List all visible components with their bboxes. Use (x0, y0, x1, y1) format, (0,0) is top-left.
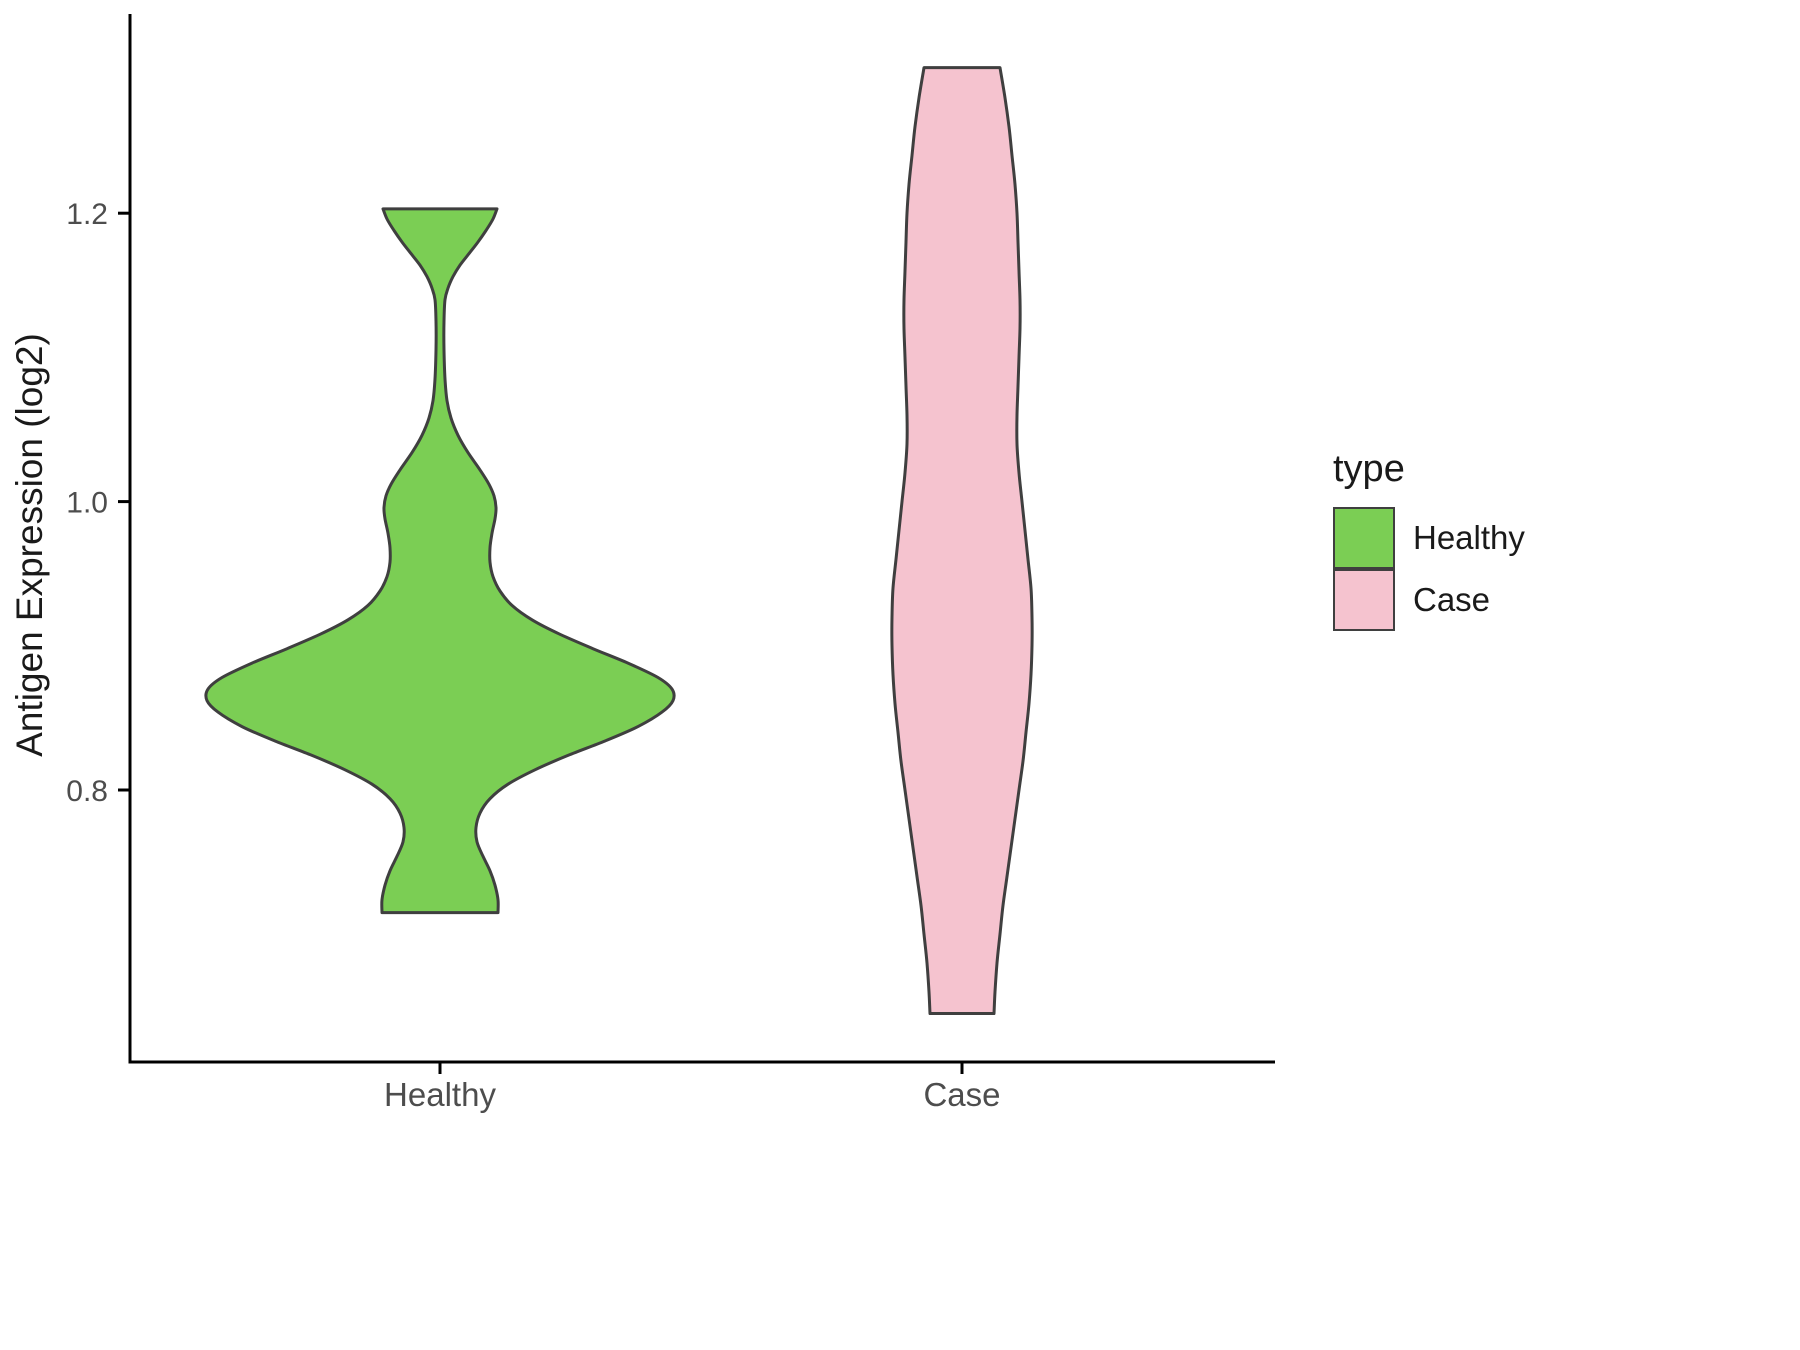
legend-item-case: Case (1333, 569, 1525, 631)
legend-title: type (1333, 448, 1405, 490)
violin-healthy (204, 207, 676, 915)
x-category-label: Case (923, 1076, 1000, 1113)
y-tick-label: 0.8 (66, 775, 108, 808)
y-tick-label: 1.2 (66, 198, 108, 231)
violin-case (890, 66, 1034, 1015)
legend-swatch-healthy (1333, 507, 1395, 569)
legend: type Healthy Case (1333, 448, 1525, 631)
x-category-label: Healthy (384, 1076, 496, 1113)
legend-swatch-case (1333, 569, 1395, 631)
y-tick-label: 1.0 (66, 487, 108, 520)
y-axis-title: Antigen Expression (log2) (9, 333, 50, 757)
legend-item-healthy: Healthy (1333, 507, 1525, 569)
axis-lines (128, 14, 1275, 1064)
legend-label-healthy: Healthy (1413, 519, 1525, 556)
legend-label-case: Case (1413, 581, 1491, 618)
